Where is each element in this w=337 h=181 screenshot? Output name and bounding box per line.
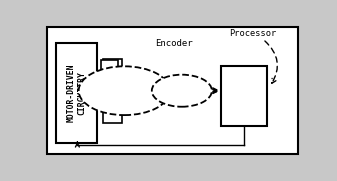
Text: MOTOR-DRIVEN
CIRCUITRY: MOTOR-DRIVEN CIRCUITRY xyxy=(67,64,87,122)
Text: Encoder: Encoder xyxy=(155,39,193,48)
Text: Processor: Processor xyxy=(229,29,276,38)
FancyArrowPatch shape xyxy=(265,41,277,83)
Bar xyxy=(101,60,118,82)
Circle shape xyxy=(79,66,170,115)
Bar xyxy=(57,43,97,143)
Bar xyxy=(103,59,122,123)
Circle shape xyxy=(152,75,212,107)
Bar xyxy=(221,66,267,126)
